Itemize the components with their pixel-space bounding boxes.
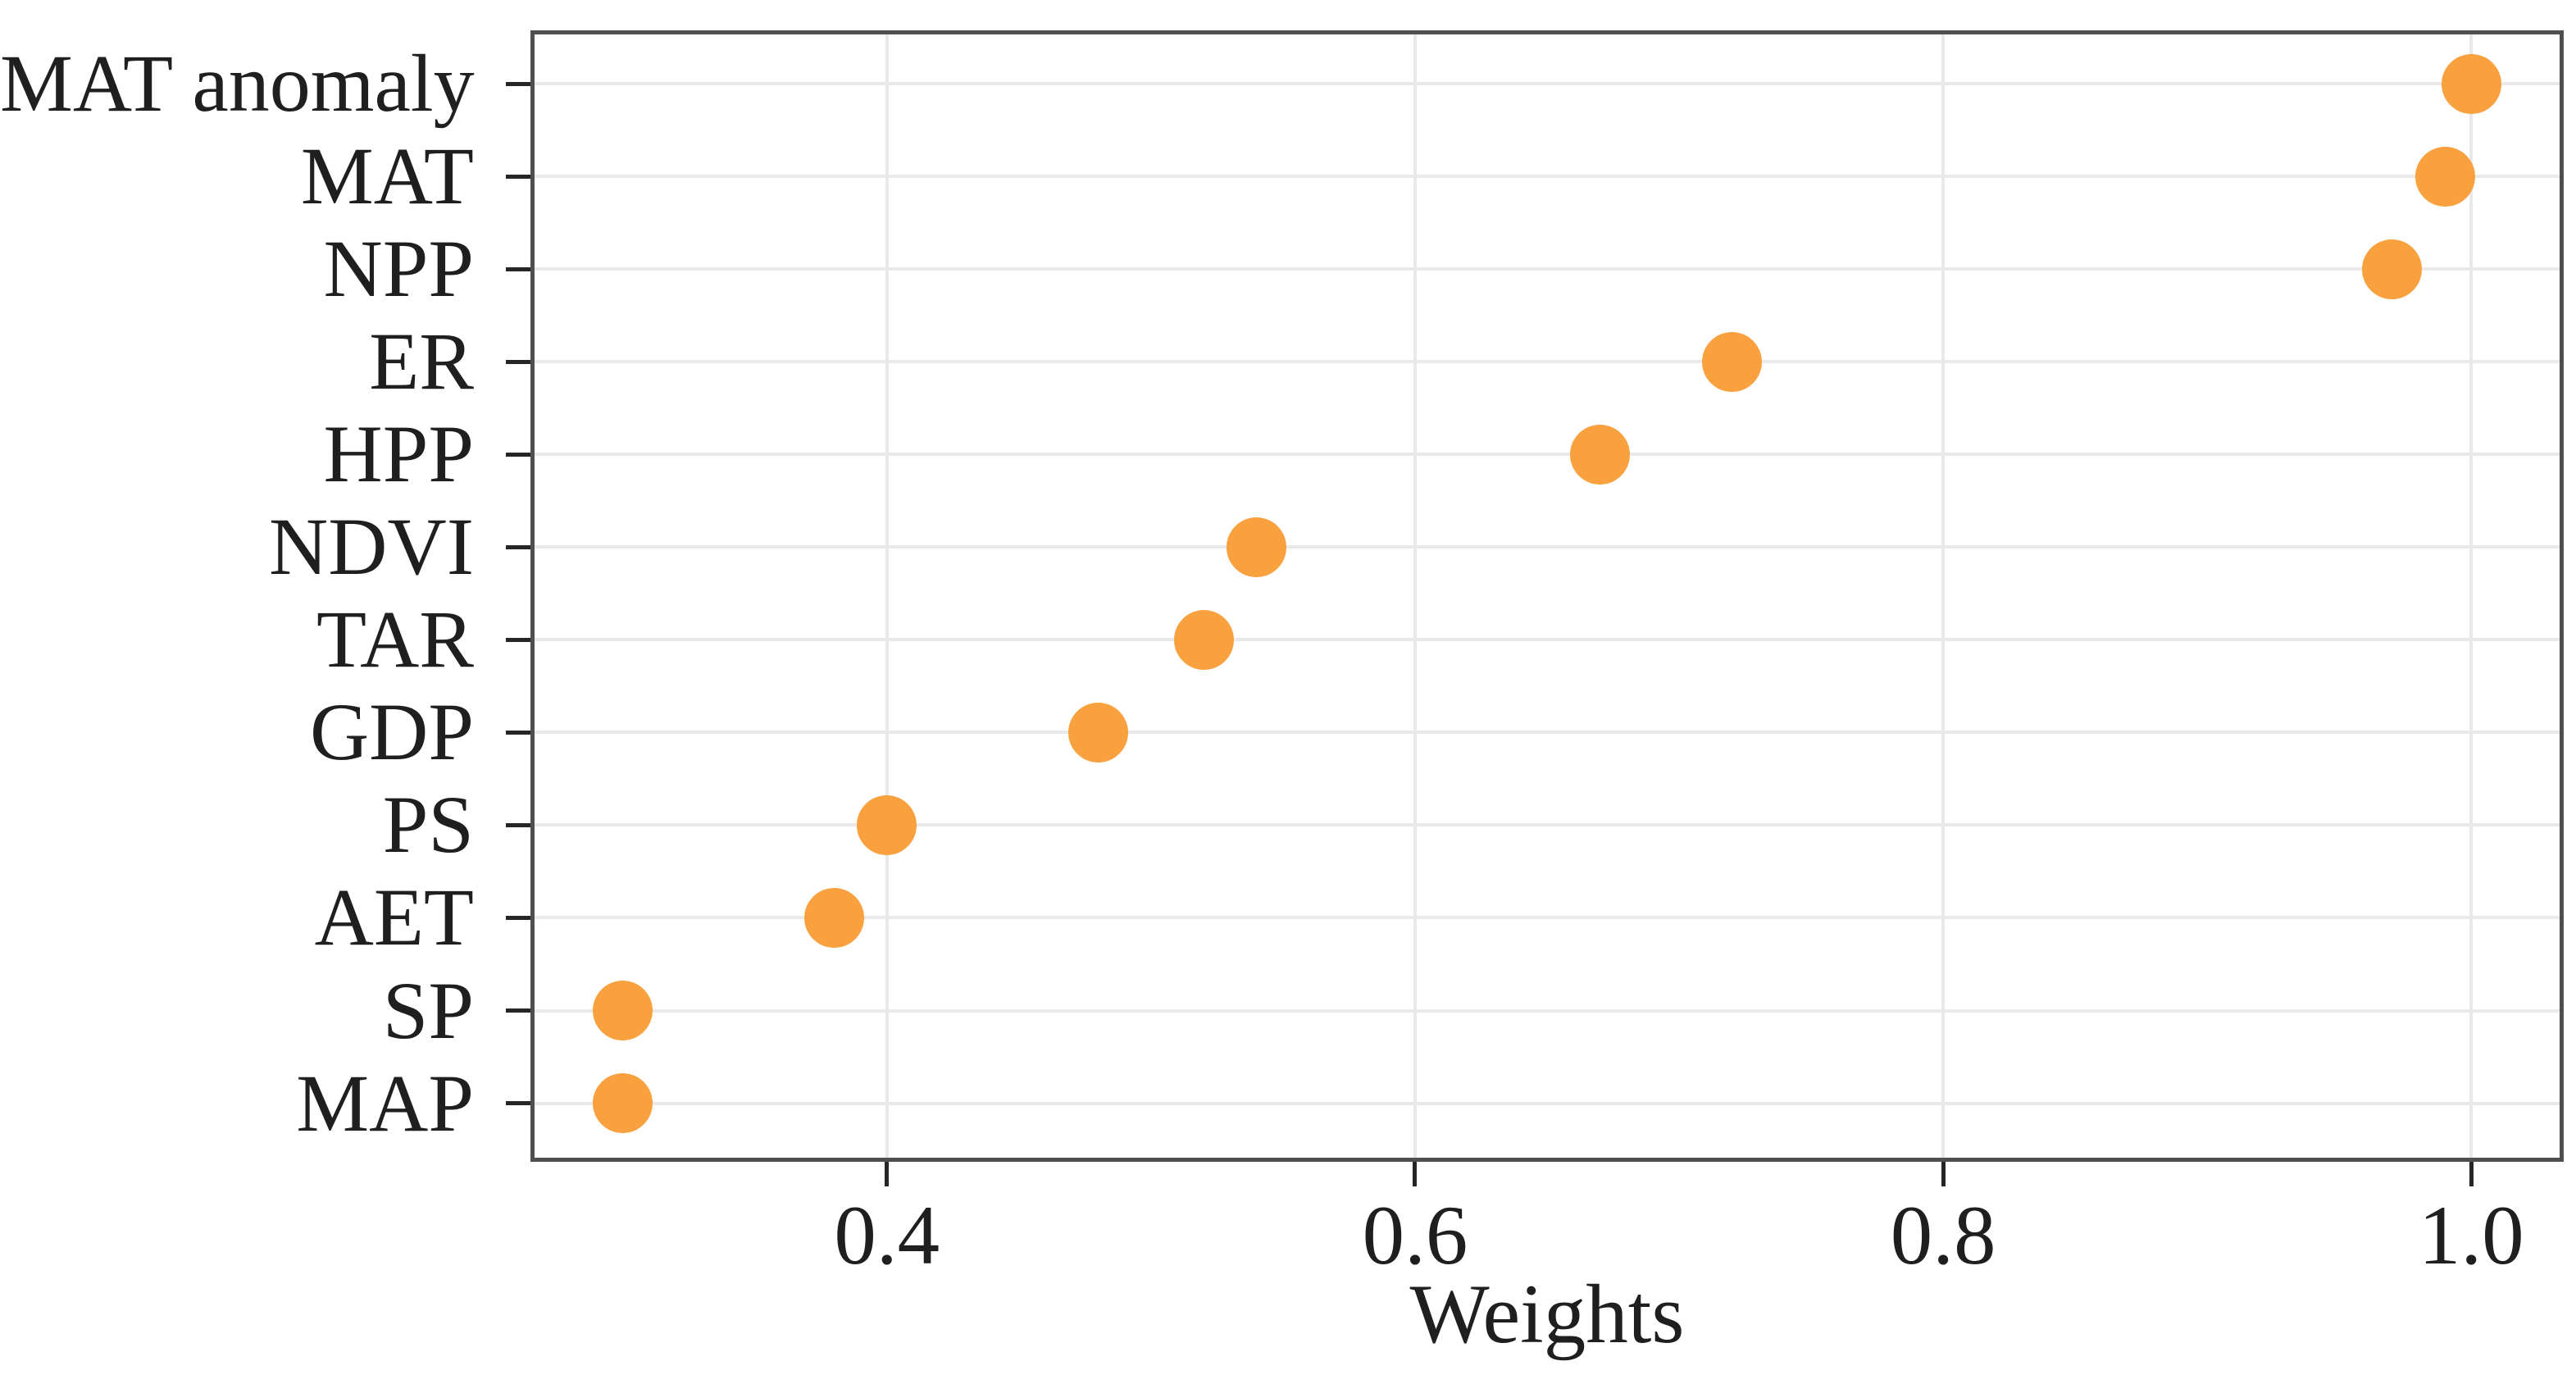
x-axis-tick [1413,1162,1418,1186]
y-axis-tick [506,1008,530,1013]
h-gridline [530,638,2564,642]
dot-ps [857,794,917,855]
h-gridline [530,82,2564,85]
y-axis-label-sp: SP [382,964,474,1056]
h-gridline [530,731,2564,735]
x-axis-tick-label: 0.8 [1890,1189,1996,1282]
y-axis-label-map: MAP [296,1057,474,1149]
h-gridline [530,823,2564,827]
x-axis-tick [885,1162,890,1186]
dot-hpp [1569,424,1630,485]
y-axis-tick [506,452,530,457]
v-gridline [2469,30,2474,1162]
y-axis-label-ndvi: NDVI [269,501,474,593]
dot-ndvi [1227,517,1287,577]
y-axis-tick [506,637,530,642]
dot-gdp [1067,702,1128,763]
y-axis-tick [506,1101,530,1106]
x-axis-tick-label: 1.0 [2418,1189,2524,1282]
h-gridline [530,1101,2564,1105]
y-axis-tick [506,822,530,827]
h-gridline [530,1008,2564,1013]
y-axis-label-hpp: HPP [323,408,474,500]
x-axis-tick-label: 0.4 [834,1189,940,1282]
dot-er [1701,331,1762,392]
x-axis-tick [2469,1162,2474,1186]
y-axis-label-npp: NPP [323,223,474,315]
y-axis-tick [506,174,530,179]
dot-mat-anomaly [2441,53,2501,114]
y-axis-tick [506,915,530,920]
y-axis-tick [506,359,530,364]
y-axis-tick [506,544,530,549]
plot-gridlines [530,30,2564,1162]
y-axis-label-ps: PS [382,779,474,871]
y-axis-label-gdp: GDP [309,686,474,778]
dot-mat [2414,146,2475,207]
h-gridline [530,175,2564,179]
y-axis-label-er: ER [369,316,474,407]
dot-sp [593,981,653,1040]
y-axis-label-mat-anomaly: MAT anomaly [0,38,475,129]
y-axis-tick [506,81,530,86]
dot-npp [2362,239,2423,299]
plot-data-layer [530,30,2564,1162]
v-gridline [1941,30,1946,1162]
y-axis-label-tar: TAR [316,594,474,685]
dot-aet [803,887,864,948]
y-axis-label-mat: MAT [300,130,474,222]
h-gridline [530,360,2564,364]
h-gridline [530,916,2564,920]
v-gridline [885,30,889,1162]
x-axis-title: Weights [1409,1268,1685,1361]
y-axis-label-aet: AET [314,872,474,963]
dot-tar [1173,609,1234,670]
x-axis-tick [1941,1162,1946,1186]
h-gridline [530,545,2564,549]
v-gridline [1413,30,1417,1162]
y-axis-tick [506,266,530,271]
h-gridline [530,267,2564,271]
dot-map [593,1073,653,1134]
y-axis-tick [506,730,530,735]
h-gridline [530,453,2564,457]
